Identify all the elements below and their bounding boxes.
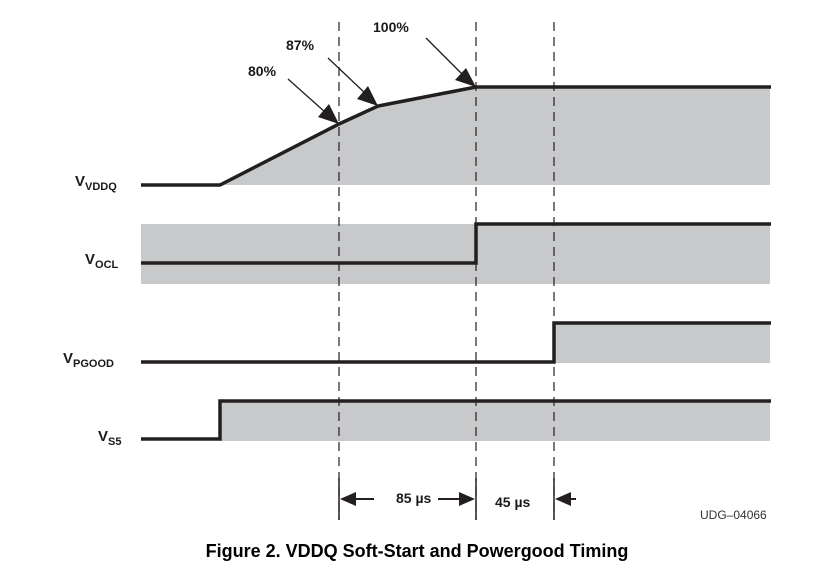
- vs5-waveform: [141, 399, 771, 441]
- dim-arrow-85us-left: [340, 492, 374, 506]
- arrow-80pct: [287, 78, 339, 124]
- dim-arrow-45us-right: [555, 492, 576, 506]
- duration-85us: 85 µs: [396, 490, 432, 506]
- vpgood-shade: [554, 323, 770, 363]
- signal-label-vocl: VOCL: [85, 251, 119, 271]
- vocl-waveform: [141, 222, 771, 265]
- duration-45us: 45 µs: [495, 494, 531, 510]
- label-87pct: 87%: [286, 37, 315, 53]
- vddq-waveform: [141, 85, 771, 187]
- label-100pct: 100%: [373, 19, 409, 35]
- vs5-shade: [220, 401, 770, 441]
- vpgood-waveform: [141, 321, 771, 364]
- dim-arrow-85us-right: [438, 492, 475, 506]
- label-80pct: 80%: [248, 63, 277, 79]
- arrow-87pct: [327, 57, 378, 106]
- vddq-shade: [220, 87, 770, 185]
- figure-code: UDG–04066: [700, 508, 767, 522]
- figure-caption: Figure 2. VDDQ Soft-Start and Powergood …: [206, 541, 629, 561]
- arrow-100pct: [425, 37, 476, 87]
- signal-label-vs5: VS5: [98, 428, 121, 448]
- signal-label-vpgood: VPGOOD: [63, 350, 114, 370]
- signal-label-vddq: VVDDQ: [75, 173, 117, 193]
- vocl-shade-low: [141, 263, 476, 284]
